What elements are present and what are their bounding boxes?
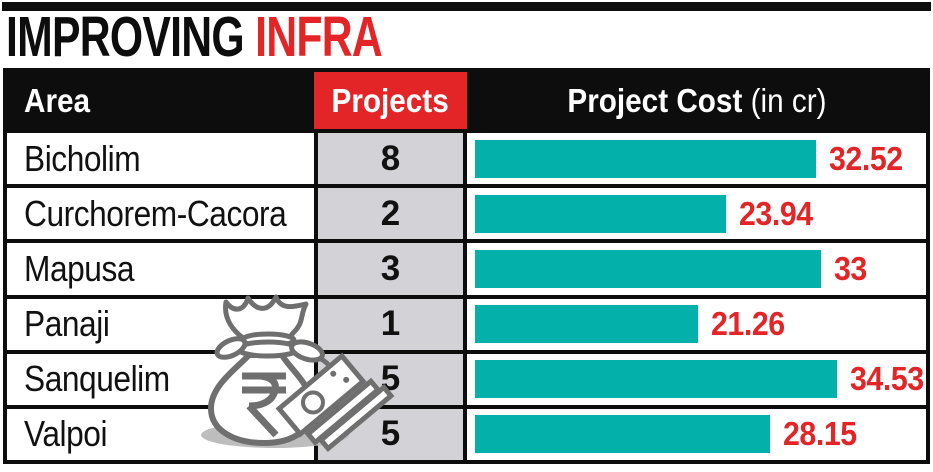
cost-bar — [475, 249, 822, 288]
cost-bar — [475, 305, 698, 344]
header-cost-unit: (in cr) — [750, 81, 827, 119]
table-row: Panaji 1 21.26 — [7, 294, 926, 350]
projects-count: 3 — [380, 248, 401, 288]
title-red: INFRA — [255, 4, 383, 69]
table-row: Bicholim 8 32.52 — [7, 129, 926, 185]
rupee-icon — [242, 372, 286, 438]
header-projects-label: Projects — [331, 81, 450, 119]
projects-count: 1 — [380, 304, 401, 344]
area-label: Curchorem-Cacora — [24, 192, 287, 234]
cost-value: 28.15 — [783, 415, 857, 453]
header-projects: Projects — [314, 72, 467, 129]
table-row: Valpoi 5 28.15 — [7, 404, 926, 461]
cost-bar — [475, 139, 817, 178]
area-label: Valpoi — [24, 413, 108, 455]
cost-bar — [475, 194, 727, 233]
header-cost: Project Cost (in cr) — [467, 72, 926, 129]
area-label: Mapusa — [24, 247, 135, 289]
header-cost-label: Project Cost (in cr) — [566, 81, 827, 119]
cost-value: 33 — [834, 249, 867, 287]
cost-value: 23.94 — [739, 194, 813, 232]
area-label: Sanquelim — [24, 358, 170, 400]
area-label: Bicholim — [24, 137, 141, 179]
projects-count: 5 — [380, 414, 401, 454]
cost-value: 34.53 — [850, 360, 924, 398]
table-row: Sanquelim 5 34.53 — [7, 349, 926, 405]
table-row: Mapusa 3 33 — [7, 239, 926, 295]
header-area: Area — [7, 72, 314, 129]
projects-count: 8 — [380, 138, 401, 178]
title-black: IMPROVING — [6, 4, 245, 69]
cost-value: 21.26 — [710, 305, 785, 343]
cost-bar — [475, 415, 771, 454]
projects-count: 2 — [380, 193, 401, 233]
cost-bar — [475, 360, 838, 399]
top-rule — [2, 2, 931, 11]
table-row: Curchorem-Cacora 2 23.94 — [7, 184, 926, 240]
money-illustration — [201, 294, 395, 453]
header-area-label: Area — [24, 81, 91, 119]
area-label: Panaji — [24, 303, 110, 345]
banknotes-icon — [275, 352, 395, 453]
table-header-row: Area Projects Project Cost (in cr) — [7, 72, 926, 129]
data-table: Area Projects Project Cost (in cr) Bicho… — [3, 68, 930, 464]
page-title: IMPROVING INFRA — [6, 4, 383, 69]
cost-value: 32.52 — [829, 139, 903, 177]
